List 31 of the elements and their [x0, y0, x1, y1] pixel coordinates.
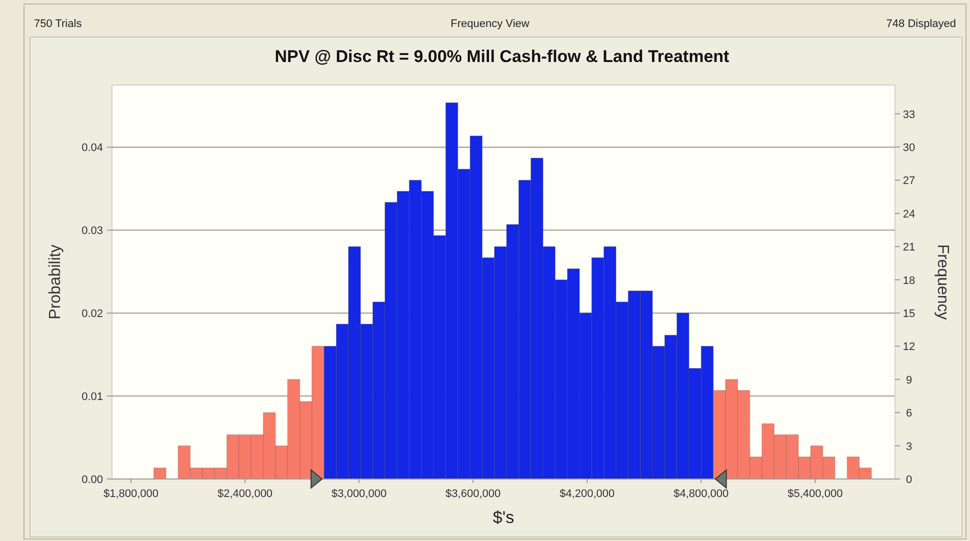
x-tick-label: $3,000,000	[332, 488, 387, 500]
text: 750 Trials	[34, 18, 82, 30]
y2-tick-label: 0	[906, 474, 912, 486]
x-axis-title: $'s	[492, 508, 514, 527]
x-tick-label: $4,200,000	[560, 488, 615, 500]
y2-tick-label: 9	[906, 374, 912, 386]
x-tick-label: $1,800,000	[103, 488, 159, 500]
y2-tick-label: 27	[902, 175, 916, 188]
y2-tick-label: 3	[906, 440, 912, 453]
x-tick-label: $2,400,000	[218, 488, 273, 500]
x-tick-label: $5,400,000	[788, 488, 843, 500]
y-tick-label: 0.04	[82, 142, 103, 154]
y2-tick-label: 30	[902, 142, 916, 154]
y2-tick-label: 21	[902, 242, 916, 254]
x-tick-label: $4,800,000	[674, 488, 729, 500]
y2-tick-label: 18	[902, 274, 916, 287]
y2-tick-label: 6	[906, 408, 912, 420]
y2-tick-label: 15	[902, 308, 916, 320]
y-tick-label: 0.02	[82, 308, 103, 320]
y-tick-label: 0.03	[82, 225, 103, 238]
y2-tick-label: 24	[902, 208, 916, 220]
chart-title: NPV @ Disc Rt = 9.00% Mill Cash-flow & Land Treatment	[274, 47, 730, 66]
y2-axis-title: Frequency	[934, 244, 951, 320]
y-tick-label: 0.01	[82, 391, 103, 404]
y2-tick-label: 33	[902, 108, 916, 121]
y-axis-title: Probability	[47, 244, 64, 320]
y2-tick-label: 12	[902, 341, 916, 354]
x-tick-label: $3,600,000	[446, 488, 501, 500]
y-tick-label: 0.00	[82, 474, 103, 486]
text: Frequency View	[450, 18, 530, 30]
text: 748 Displayed	[886, 18, 956, 30]
